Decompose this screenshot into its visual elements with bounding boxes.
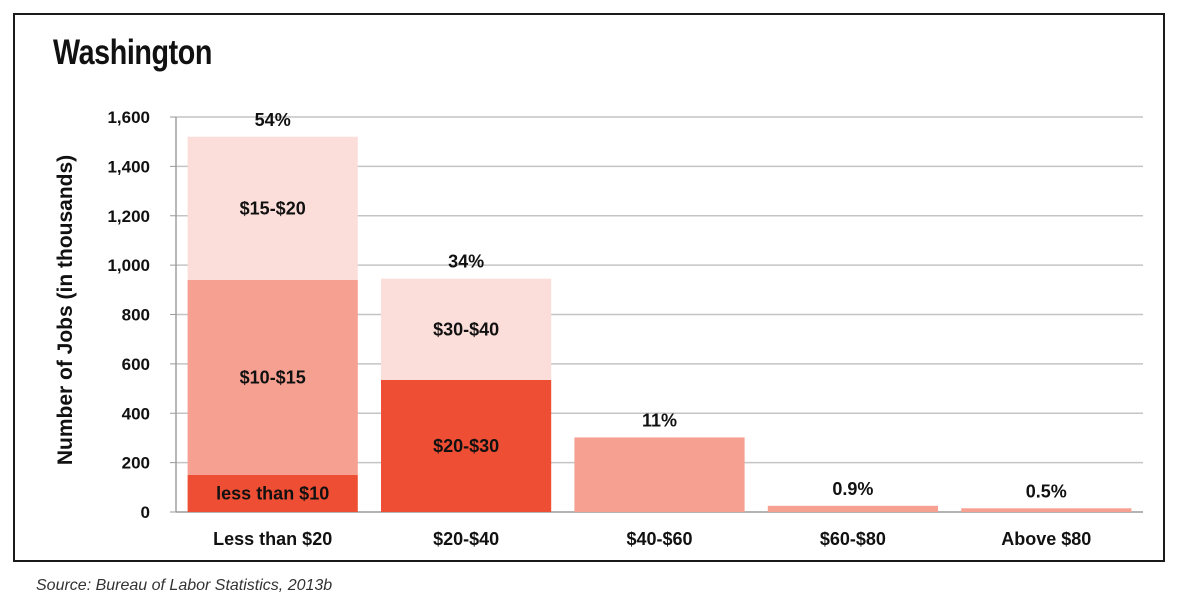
y-tick-label: 1,400: [107, 157, 150, 176]
chart-title: Washington: [53, 33, 213, 72]
segment-label: $30-$40: [433, 319, 499, 339]
bar-segment: [961, 508, 1132, 512]
x-category-label: $40-$60: [626, 529, 692, 549]
segment-label: $20-$30: [433, 436, 499, 456]
bar-segment: [574, 437, 745, 512]
y-axis-label: Number of Jobs (in thousands): [54, 155, 77, 465]
y-tick-label: 1,600: [107, 108, 150, 127]
y-tick-label: 800: [122, 306, 150, 325]
percent-label: 0.5%: [1026, 481, 1067, 501]
segment-label: $15-$20: [240, 198, 306, 218]
bar-segment: [187, 279, 358, 475]
x-axis-categories: Less than $20 $20-$40 $40-$60 $60-$80 Above …: [213, 529, 1091, 549]
y-tick-label: 0: [141, 503, 150, 522]
bars: less than $10 $10-$15 $15-$20 54% $20-$30 $30…: [187, 110, 1132, 512]
y-tick-label: 1,000: [107, 256, 150, 275]
segment-label: less than $10: [216, 483, 329, 503]
percent-label: 54%: [255, 110, 291, 130]
y-axis-ticks: 0 200 400 600 800 1,000 1,200 1,400 1,600: [107, 108, 176, 522]
segment-label: $10-$15: [240, 367, 306, 387]
x-category-label: $60-$80: [820, 529, 886, 549]
bar-segment: [381, 379, 552, 512]
y-tick-label: 400: [122, 404, 150, 423]
source-note: Source: Bureau of Labor Statistics, 2013…: [36, 577, 333, 594]
percent-label: 0.9%: [832, 479, 873, 499]
percent-label: 34%: [448, 252, 484, 272]
y-tick-label: 1,200: [107, 207, 150, 226]
x-category-label: Above $80: [1001, 529, 1091, 549]
bar-segment: [381, 278, 552, 380]
x-category-label: $20-$40: [433, 529, 499, 549]
percent-label: 11%: [642, 410, 677, 430]
y-tick-label: 200: [122, 454, 150, 473]
bar-segment: [187, 136, 358, 280]
x-category-label: Less than $20: [213, 529, 332, 549]
y-tick-label: 600: [122, 355, 150, 374]
bar-segment: [187, 474, 358, 512]
bar-segment: [767, 505, 938, 512]
